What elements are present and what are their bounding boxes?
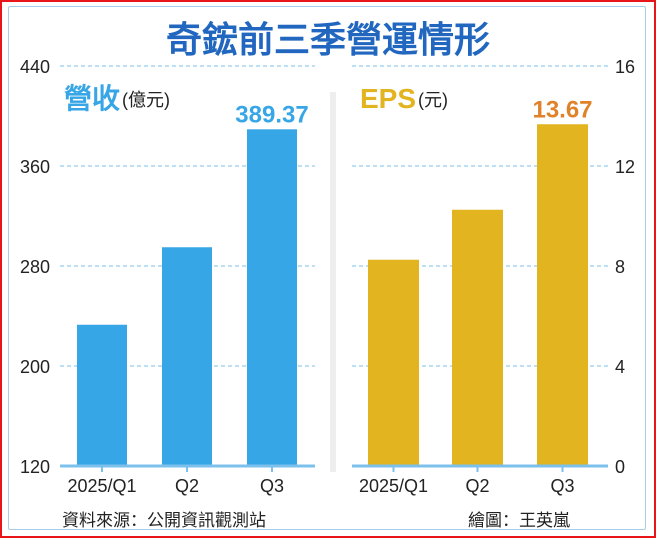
bar-Q3 — [247, 129, 297, 466]
y-tick-label: 440 — [20, 57, 50, 77]
x-tick-label: Q2 — [465, 476, 489, 496]
panel-title: EPS — [360, 83, 416, 114]
x-tick-label: Q3 — [260, 476, 284, 496]
bar-Q2 — [162, 247, 212, 466]
y-tick-label: 280 — [20, 257, 50, 277]
x-tick-label: 2025/Q1 — [67, 476, 136, 496]
y-tick-label: 12 — [615, 157, 635, 177]
x-tick-label: 2025/Q1 — [359, 476, 428, 496]
x-tick-label: Q3 — [550, 476, 574, 496]
panel-unit: (億元) — [122, 90, 170, 110]
bar-Q2 — [452, 209, 503, 466]
y-tick-label: 0 — [615, 457, 625, 477]
panel-divider — [330, 92, 336, 472]
credit-note: 繪圖：王英嵐 — [468, 511, 570, 530]
x-tick-label: Q2 — [175, 476, 199, 496]
data-label: 389.37 — [235, 101, 308, 128]
y-tick-label: 16 — [615, 57, 635, 77]
bar-2025/Q1 — [77, 324, 127, 466]
chart-title: 奇鋐前三季營運情形 — [166, 19, 490, 60]
source-note: 資料來源：公開資訊觀測站 — [62, 511, 266, 530]
y-tick-label: 8 — [615, 257, 625, 277]
y-tick-label: 360 — [20, 157, 50, 177]
bar-2025/Q1 — [368, 259, 419, 466]
y-tick-label: 4 — [615, 357, 625, 377]
panel-title: 營收 — [64, 83, 120, 114]
bar-Q3 — [537, 124, 588, 466]
panel-unit: (元) — [418, 90, 448, 110]
y-tick-label: 120 — [20, 457, 50, 477]
data-label: 13.67 — [532, 96, 592, 123]
y-tick-label: 200 — [20, 357, 50, 377]
